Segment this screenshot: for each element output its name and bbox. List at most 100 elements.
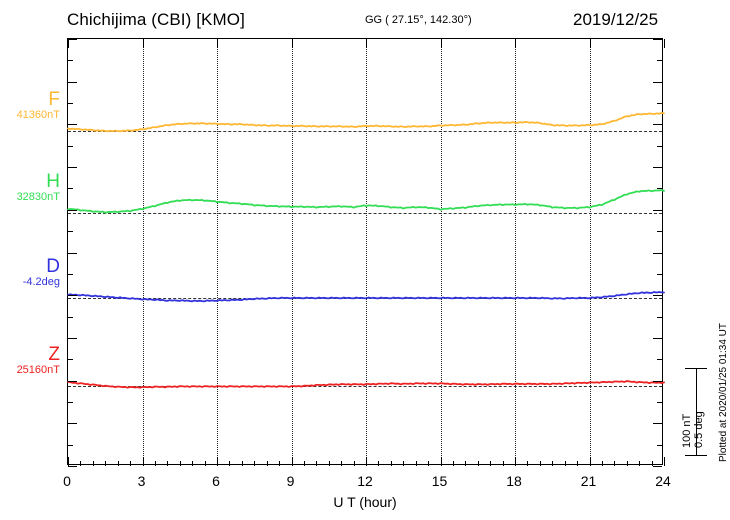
y-tick-left [68, 359, 73, 361]
component-baseline-value-H: 32830nT [16, 191, 60, 203]
x-tick [303, 461, 305, 466]
y-tick-right [653, 124, 662, 126]
x-tick [440, 457, 442, 466]
x-tick [341, 461, 343, 466]
x-tick [279, 461, 281, 466]
x-tick [415, 461, 417, 466]
x-tick-top [589, 39, 591, 48]
x-tick [639, 461, 641, 466]
x-tick [428, 461, 430, 466]
y-tick-right [657, 103, 662, 105]
plot-area [67, 38, 665, 467]
x-tick [142, 457, 144, 466]
x-tick [614, 461, 616, 466]
trace-D [67, 291, 665, 303]
x-tick [353, 461, 355, 466]
x-tick [179, 461, 181, 466]
y-tick-right [653, 380, 662, 382]
x-tick-label-24: 24 [655, 473, 671, 489]
y-tick-right [653, 252, 662, 254]
x-tick-top [217, 39, 218, 48]
y-tick-left [68, 167, 77, 169]
x-tick [465, 461, 467, 466]
x-tick-label-3: 3 [137, 473, 146, 489]
component-name-D: D [46, 256, 60, 277]
x-tick [366, 457, 367, 466]
x-tick-label-12: 12 [357, 473, 373, 489]
y-tick-right [653, 209, 662, 211]
gridline-hour-6 [217, 39, 218, 464]
scale-bar-cap-bottom [685, 455, 707, 456]
scale-bar [685, 368, 707, 456]
x-tick [564, 461, 566, 466]
x-tick [403, 461, 405, 466]
scale-unit-nt: 100 nT [681, 413, 693, 448]
y-tick-right [653, 466, 662, 467]
y-tick-left [68, 252, 77, 254]
x-tick-top [515, 39, 516, 48]
x-tick [664, 457, 665, 466]
x-tick [328, 461, 330, 466]
y-tick-right [653, 337, 662, 339]
y-tick-right [653, 423, 662, 425]
trace-Z [67, 380, 665, 389]
x-tick-label-0: 0 [63, 473, 71, 489]
y-tick-left [68, 39, 77, 40]
component-baseline-value-D: -4.2deg [22, 276, 60, 288]
x-tick-label-15: 15 [431, 473, 448, 489]
baseline-F [68, 131, 662, 132]
y-tick-right [653, 295, 662, 297]
y-tick-left [68, 444, 73, 446]
y-tick-left [68, 295, 77, 297]
y-tick-right [653, 167, 662, 169]
y-tick-left [68, 124, 77, 126]
x-tick [626, 461, 628, 466]
x-tick [527, 461, 529, 466]
y-tick-right [657, 188, 662, 190]
x-tick [477, 461, 479, 466]
x-tick [452, 461, 454, 466]
y-tick-left [68, 231, 73, 233]
x-tick [539, 461, 541, 466]
component-label-Z: Z 25160nT [0, 345, 60, 377]
x-tick [291, 457, 293, 466]
y-tick-right [653, 39, 662, 40]
x-tick-label-6: 6 [212, 473, 220, 489]
y-tick-left [68, 209, 77, 211]
component-baseline-value-Z: 25160nT [16, 364, 60, 376]
x-tick [515, 457, 516, 466]
y-tick-right [653, 81, 662, 83]
x-tick [601, 461, 603, 466]
y-tick-right [657, 359, 662, 361]
x-tick-top [68, 39, 69, 48]
y-tick-left [68, 145, 73, 147]
scale-bar-cap-top [685, 368, 707, 369]
trace-F [67, 112, 665, 133]
gridline-hour-12 [366, 39, 367, 464]
component-baseline-value-F: 41360nT [16, 109, 60, 121]
x-tick [92, 461, 94, 466]
y-tick-left [68, 103, 73, 105]
x-tick [390, 461, 392, 466]
gridline-hour-3 [142, 39, 144, 464]
x-tick [552, 461, 554, 466]
x-tick [589, 457, 591, 466]
y-tick-left [68, 466, 77, 467]
baseline-Z [68, 386, 662, 387]
y-tick-left [68, 81, 77, 83]
y-tick-right [657, 273, 662, 275]
geographic-coordinates: GG ( 27.15°, 142.30°) [365, 14, 472, 26]
y-tick-right [657, 401, 662, 403]
y-tick-left [68, 60, 73, 62]
plotted-at-timestamp: Plotted at 2020/01/25 01:34 UT [718, 323, 729, 462]
x-tick [105, 461, 107, 466]
x-tick [204, 461, 206, 466]
y-tick-left [68, 401, 73, 403]
component-name-F: F [48, 89, 60, 110]
component-label-H: H 32830nT [0, 172, 60, 204]
y-tick-right [657, 231, 662, 233]
gridline-hour-21 [589, 39, 591, 464]
y-tick-right [657, 316, 662, 318]
component-name-Z: Z [48, 344, 60, 365]
trace-curves [67, 112, 665, 389]
